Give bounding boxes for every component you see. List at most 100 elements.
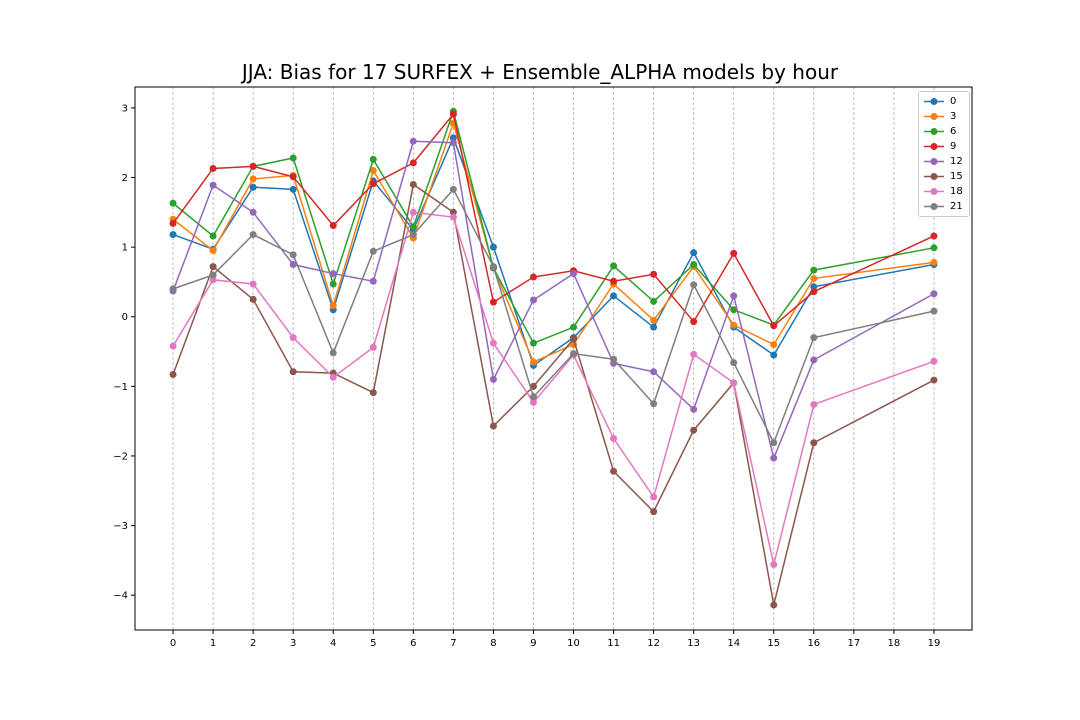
data-point [369, 155, 377, 163]
data-point [610, 467, 618, 475]
data-point [289, 261, 297, 269]
data-point [529, 358, 537, 366]
data-point [650, 323, 658, 331]
data-point [730, 379, 738, 387]
x-tick-label: 6 [410, 638, 416, 649]
series-3 [169, 119, 938, 366]
data-point [770, 561, 778, 569]
series-line [172, 112, 935, 327]
data-point [449, 213, 457, 221]
legend-label: 9 [950, 141, 957, 152]
series-line [172, 140, 935, 461]
data-point [289, 251, 297, 259]
data-point [409, 231, 417, 239]
data-point [289, 173, 297, 181]
data-point [369, 247, 377, 255]
data-point [329, 270, 337, 278]
grid-lines [172, 87, 935, 630]
series-line [172, 108, 935, 345]
x-tick-label: 9 [530, 638, 536, 649]
data-point [529, 382, 537, 390]
data-point [730, 306, 738, 314]
data-point [449, 185, 457, 193]
data-point [690, 426, 698, 434]
data-point [369, 277, 377, 285]
x-tick-label: 12 [647, 638, 660, 649]
data-point [249, 280, 257, 288]
series-0 [169, 134, 938, 369]
axis-ticks: 0 1 2 3 4 5 6 7 8 9 10 11 12 13 14 15 16 17 18 193210−1−2−3… [113, 103, 940, 649]
data-point [610, 292, 618, 300]
data-point [209, 164, 217, 172]
data-point [489, 375, 497, 383]
data-point [169, 285, 177, 293]
data-point [930, 357, 938, 365]
data-point [209, 263, 217, 271]
series-line [172, 188, 935, 445]
x-tick-label: 8 [490, 638, 496, 649]
series-21 [169, 185, 938, 447]
data-point [529, 339, 537, 347]
y-tick-label: −4 [113, 591, 128, 602]
data-point [209, 247, 217, 255]
x-tick-label: 15 [767, 638, 780, 649]
data-point [209, 271, 217, 279]
y-tick-label: −2 [113, 451, 128, 462]
data-point [650, 316, 658, 324]
data-point [409, 208, 417, 216]
data-point [169, 342, 177, 350]
data-point [289, 334, 297, 342]
data-point [810, 283, 818, 291]
series-layer [169, 107, 938, 609]
data-point [369, 343, 377, 351]
data-point [930, 258, 938, 266]
data-point [489, 422, 497, 430]
data-point [169, 219, 177, 227]
data-point [209, 276, 217, 284]
data-point [570, 270, 578, 278]
x-tick-label: 16 [807, 638, 820, 649]
data-point [249, 183, 257, 191]
data-point [810, 439, 818, 447]
data-point [930, 290, 938, 298]
legend-item: 3 [919, 109, 969, 124]
data-point [570, 323, 578, 331]
data-point [930, 376, 938, 384]
data-point [610, 435, 618, 443]
series-6 [169, 107, 938, 347]
data-point [169, 231, 177, 239]
legend-item: 9 [919, 139, 969, 154]
x-tick-label: 17 [847, 638, 860, 649]
legend: 0 3 6 9 12 15 18 21 [918, 91, 970, 217]
data-point [810, 400, 818, 408]
legend-swatch [924, 188, 944, 195]
data-point [209, 232, 217, 240]
data-point [730, 249, 738, 257]
legend-label: 15 [950, 171, 963, 182]
data-point [690, 261, 698, 269]
legend-swatch [924, 158, 944, 165]
data-point [770, 341, 778, 349]
data-point [249, 295, 257, 303]
data-point [409, 159, 417, 167]
x-tick-label: 14 [727, 638, 740, 649]
legend-swatch [924, 113, 944, 120]
series-line [172, 183, 935, 606]
data-point [289, 368, 297, 376]
data-point [449, 134, 457, 142]
data-point [529, 398, 537, 406]
data-point [690, 318, 698, 326]
data-point [730, 292, 738, 300]
data-point [329, 302, 337, 310]
data-point [169, 199, 177, 207]
data-point [249, 162, 257, 170]
legend-swatch [924, 98, 944, 105]
data-point [690, 249, 698, 257]
y-tick-label: −3 [113, 521, 128, 532]
legend-label: 21 [950, 201, 963, 212]
legend-label: 12 [950, 156, 963, 167]
legend-swatch [924, 203, 944, 210]
series-12 [169, 137, 938, 462]
data-point [770, 601, 778, 609]
data-point [650, 508, 658, 516]
